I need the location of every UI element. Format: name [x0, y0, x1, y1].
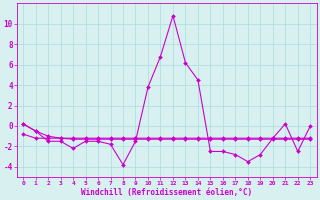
- X-axis label: Windchill (Refroidissement éolien,°C): Windchill (Refroidissement éolien,°C): [81, 188, 252, 197]
